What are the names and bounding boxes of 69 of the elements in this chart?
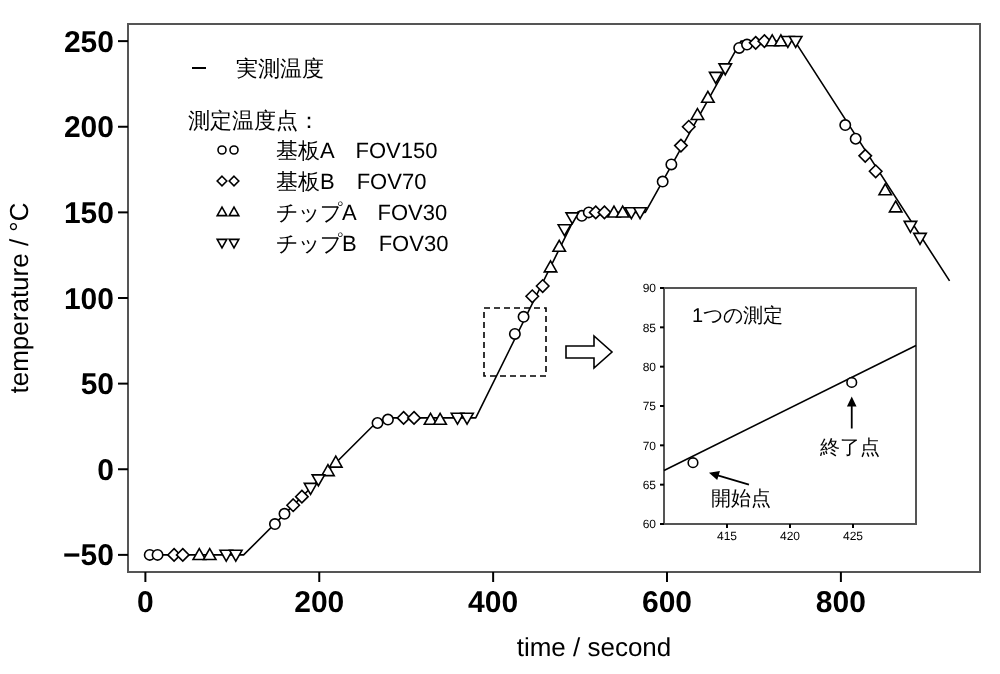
point bbox=[228, 549, 243, 562]
point bbox=[615, 205, 630, 218]
point bbox=[557, 224, 572, 237]
point bbox=[381, 413, 394, 426]
point bbox=[268, 518, 281, 531]
legend-title: 測定温度点： bbox=[188, 108, 320, 134]
point bbox=[517, 310, 530, 323]
point bbox=[597, 205, 612, 220]
point bbox=[633, 206, 648, 220]
point bbox=[656, 175, 669, 188]
point bbox=[788, 35, 803, 49]
point bbox=[673, 138, 688, 153]
annotation: 終了点 bbox=[817, 436, 880, 461]
point bbox=[303, 482, 318, 496]
point bbox=[294, 489, 309, 504]
y-tick-label: 200 bbox=[63, 111, 114, 146]
point bbox=[175, 547, 190, 562]
point bbox=[433, 412, 448, 426]
point bbox=[371, 417, 384, 430]
point bbox=[525, 289, 540, 304]
y-axis-title: temperature / °C bbox=[4, 202, 34, 394]
point bbox=[700, 90, 715, 104]
point bbox=[878, 183, 893, 196]
point bbox=[328, 455, 343, 468]
y-tick-label: 50 bbox=[80, 368, 114, 403]
point bbox=[718, 63, 733, 76]
y-tick-label: −50 bbox=[63, 539, 114, 574]
y-tick-label: 150 bbox=[63, 196, 114, 231]
point bbox=[839, 119, 852, 132]
legend-label: 基板A FOV150 bbox=[276, 138, 438, 164]
annotation: 開始点 bbox=[710, 486, 771, 511]
point bbox=[278, 507, 291, 520]
point bbox=[396, 410, 411, 425]
point bbox=[552, 239, 567, 253]
point bbox=[543, 260, 558, 273]
x-tick-label: 0 bbox=[137, 586, 154, 620]
point bbox=[690, 107, 705, 121]
y-tick-label: 0 bbox=[97, 453, 114, 488]
point bbox=[460, 412, 475, 425]
legend-label: チップA FOV30 bbox=[276, 200, 448, 226]
x-tick-label: 200 bbox=[294, 586, 345, 620]
point bbox=[535, 278, 550, 294]
point bbox=[565, 212, 580, 225]
text: 1つの測定 bbox=[692, 304, 784, 328]
point bbox=[912, 232, 928, 246]
point bbox=[681, 119, 696, 134]
point bbox=[508, 327, 521, 340]
point bbox=[192, 547, 207, 561]
point bbox=[708, 71, 723, 85]
x-axis-title: time / second bbox=[516, 632, 672, 662]
legend-label: 実測温度 bbox=[236, 56, 324, 82]
point bbox=[202, 547, 217, 561]
point bbox=[286, 498, 301, 513]
point bbox=[849, 132, 862, 145]
x-tick-label: 400 bbox=[468, 586, 519, 620]
x-tick-label: 600 bbox=[641, 586, 693, 620]
x-tick-label: 800 bbox=[815, 586, 866, 620]
point bbox=[665, 158, 678, 171]
legend-label: チップB FOV30 bbox=[276, 231, 449, 257]
point bbox=[151, 548, 164, 561]
legend-label: 基板B FOV70 bbox=[276, 169, 427, 195]
y-tick-label: 250 bbox=[63, 25, 114, 60]
point bbox=[311, 474, 326, 487]
point bbox=[903, 220, 918, 234]
point bbox=[888, 200, 903, 213]
point bbox=[406, 410, 422, 425]
point bbox=[858, 148, 873, 163]
y-tick-label: 100 bbox=[63, 282, 114, 317]
point bbox=[868, 164, 883, 179]
